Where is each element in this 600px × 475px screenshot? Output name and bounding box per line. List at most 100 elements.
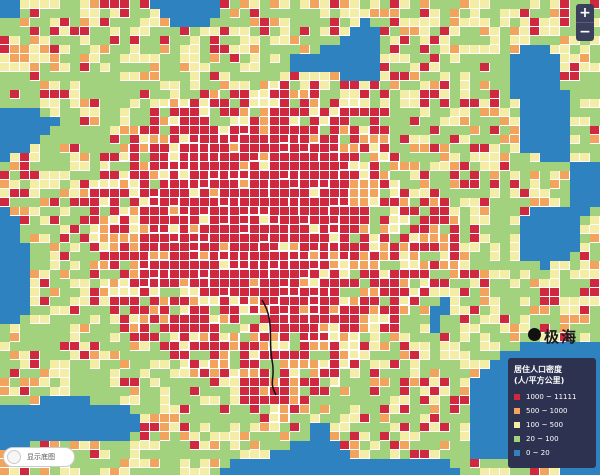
map-block xyxy=(280,216,289,224)
map-block xyxy=(590,297,599,305)
map-block xyxy=(370,252,379,260)
map-block xyxy=(580,63,589,71)
map-block xyxy=(250,153,258,160)
map-block xyxy=(530,225,540,234)
map-block xyxy=(360,99,369,107)
map-block xyxy=(140,405,150,414)
map-block xyxy=(90,36,100,45)
basemap-toggle[interactable]: 显示底图 xyxy=(3,447,75,467)
map-block xyxy=(410,108,420,117)
map-block xyxy=(70,54,80,63)
map-block xyxy=(420,369,430,378)
map-block xyxy=(270,324,279,332)
map-block xyxy=(120,405,130,414)
map-block xyxy=(190,459,200,468)
map-block xyxy=(560,144,570,153)
map-block xyxy=(350,0,359,8)
map-block xyxy=(450,72,460,81)
map-block xyxy=(400,441,409,449)
map-block xyxy=(40,189,50,198)
map-block xyxy=(330,54,340,63)
map-block xyxy=(130,216,138,223)
map-block xyxy=(70,459,80,468)
map-block xyxy=(340,324,349,332)
map-block xyxy=(380,450,390,459)
map-block xyxy=(240,369,248,377)
map-block xyxy=(270,252,279,260)
map-block xyxy=(20,18,29,26)
map-block xyxy=(510,108,520,117)
map-block xyxy=(320,369,329,377)
map-block xyxy=(250,450,259,458)
zoom-in[interactable]: + xyxy=(579,5,591,21)
map-block xyxy=(0,180,9,188)
map-block xyxy=(240,27,249,35)
map-block xyxy=(60,432,70,441)
map-block xyxy=(500,396,510,405)
map-block xyxy=(270,36,279,44)
map-block xyxy=(400,207,409,215)
map-block xyxy=(60,162,70,171)
map-block xyxy=(570,333,580,342)
map-block xyxy=(520,261,530,270)
map-block xyxy=(370,297,379,305)
map-block xyxy=(450,351,459,359)
map-block xyxy=(230,324,240,333)
map-block xyxy=(230,153,239,161)
map-block xyxy=(460,162,469,170)
map-block xyxy=(290,216,299,224)
map-block xyxy=(430,270,440,279)
map-block xyxy=(520,108,530,117)
map-block xyxy=(420,108,429,116)
map-block xyxy=(430,180,440,189)
map-block xyxy=(170,441,180,450)
map-block xyxy=(390,36,399,44)
map-block xyxy=(260,270,268,278)
map-block xyxy=(250,234,259,242)
map-block xyxy=(480,279,489,287)
map-block xyxy=(450,315,460,324)
map-block xyxy=(380,162,390,171)
map-block xyxy=(530,180,539,188)
map-block xyxy=(530,9,540,18)
map-block xyxy=(520,72,530,81)
map-block xyxy=(120,351,130,360)
map-block xyxy=(130,99,139,107)
map-block xyxy=(360,270,369,278)
map-block xyxy=(570,216,580,225)
map-block xyxy=(10,297,20,306)
map-block xyxy=(390,18,399,26)
map-block xyxy=(560,207,570,216)
map-block xyxy=(530,207,540,216)
map-block xyxy=(360,0,370,9)
map-block xyxy=(200,189,209,197)
map-block xyxy=(50,225,60,234)
map-block xyxy=(500,378,510,387)
map-block xyxy=(560,288,570,297)
zoom-out[interactable]: − xyxy=(576,22,594,41)
map-block xyxy=(0,99,10,108)
map-block xyxy=(0,342,9,350)
map-block xyxy=(370,0,379,8)
map-block xyxy=(110,288,118,295)
map-block xyxy=(40,261,50,270)
map-block xyxy=(550,288,559,296)
map-block xyxy=(590,54,600,63)
map-block xyxy=(230,54,239,62)
map-block xyxy=(50,135,60,144)
map-block xyxy=(220,54,230,63)
map-block xyxy=(50,387,59,395)
map-block xyxy=(340,414,349,422)
map-block xyxy=(40,171,49,179)
map-block xyxy=(180,441,190,450)
map-block xyxy=(170,414,179,422)
map-block xyxy=(460,180,469,188)
map-block xyxy=(370,243,378,250)
map-block xyxy=(300,360,308,368)
map-block xyxy=(280,108,289,116)
map-block xyxy=(460,63,470,72)
map-block xyxy=(280,306,288,313)
map-block xyxy=(0,387,9,395)
map-block xyxy=(90,306,100,315)
map-block xyxy=(400,234,409,242)
